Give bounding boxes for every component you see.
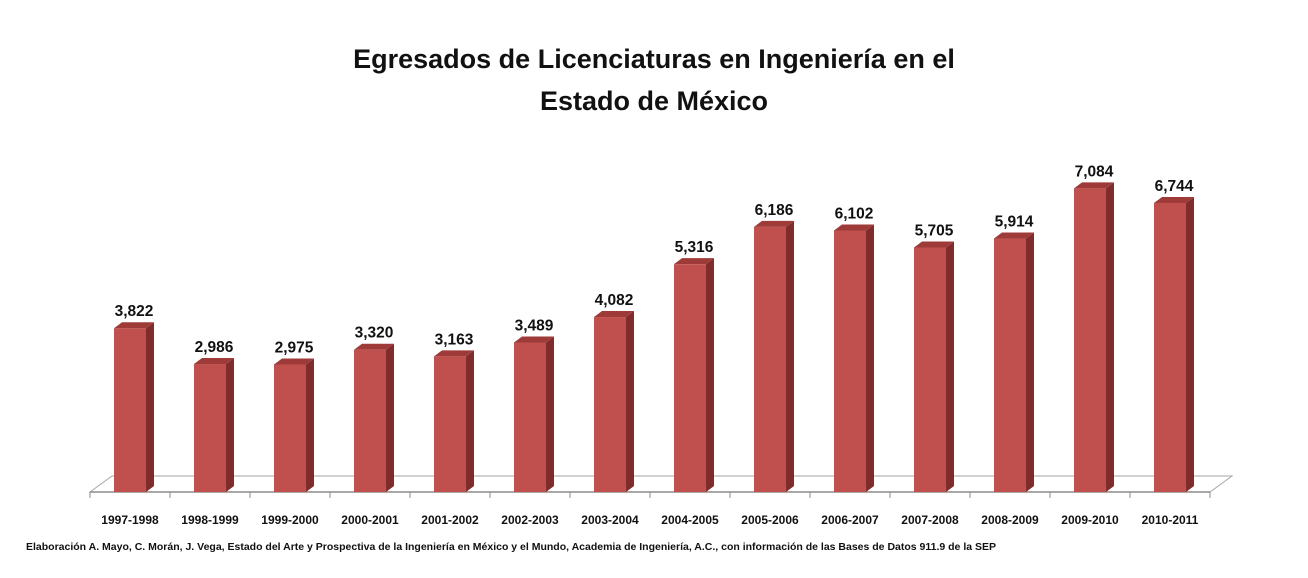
data-label-2010-2011: 6,744 (1155, 178, 1194, 195)
bar-side-2005-2006 (786, 220, 794, 492)
x-tick-label-1997-1998: 1997-1998 (101, 513, 159, 527)
bar-2003-2004 (594, 317, 626, 492)
bar-2001-2002 (434, 356, 466, 492)
bar-top-2000-2001 (354, 343, 394, 350)
x-tick-label-2001-2002: 2001-2002 (421, 513, 479, 527)
x-tick-label-2003-2004: 2003-2004 (581, 513, 639, 527)
x-tick-label-1999-2000: 1999-2000 (261, 513, 319, 527)
bar-2004-2005 (674, 264, 706, 492)
bar-top-2005-2006 (754, 220, 794, 227)
data-label-2008-2009: 5,914 (995, 214, 1034, 231)
source-note: Elaboración A. Mayo, C. Morán, J. Vega, … (26, 541, 996, 553)
x-tick-label-2005-2006: 2005-2006 (741, 513, 799, 527)
bar-1998-1999 (194, 364, 226, 492)
chart-title-line-1: Egresados de Licenciaturas en Ingeniería… (353, 44, 955, 74)
x-tick-label-2006-2007: 2006-2007 (821, 513, 879, 527)
x-tick-label-2000-2001: 2000-2001 (341, 513, 399, 527)
bar-side-2000-2001 (386, 343, 394, 492)
data-label-2000-2001: 3,320 (355, 325, 394, 342)
bar-top-2008-2009 (994, 232, 1034, 239)
bar-top-2001-2002 (434, 350, 474, 357)
bar-top-2006-2007 (834, 224, 874, 231)
bar-top-2010-2011 (1154, 196, 1194, 203)
bar-side-2006-2007 (866, 224, 874, 493)
data-label-1998-1999: 2,986 (195, 339, 234, 356)
bar-top-2007-2008 (914, 241, 954, 248)
bar-side-2001-2002 (466, 350, 474, 492)
chart-title-line-2: Estado de México (539, 86, 769, 116)
data-label-2005-2006: 6,186 (755, 202, 794, 219)
bar-top-1999-2000 (274, 358, 314, 365)
bar-top-2003-2004 (594, 311, 634, 318)
bar-2009-2010 (1074, 188, 1106, 492)
x-tick-label-2004-2005: 2004-2005 (661, 513, 719, 527)
data-label-2003-2004: 4,082 (595, 292, 634, 309)
data-label-1999-2000: 2,975 (275, 339, 314, 356)
bar-side-2004-2005 (706, 258, 714, 492)
x-tick-label-1998-1999: 1998-1999 (181, 513, 239, 527)
data-label-1997-1998: 3,822 (115, 303, 154, 320)
bar-side-2003-2004 (626, 311, 634, 492)
data-label-2007-2008: 5,705 (915, 222, 954, 239)
data-label-2001-2002: 3,163 (435, 331, 474, 348)
chart-floor (88, 475, 1234, 493)
bar-side-2009-2010 (1106, 182, 1114, 492)
bar-1999-2000 (274, 364, 306, 492)
bar-2000-2001 (354, 349, 386, 492)
bar-2005-2006 (754, 226, 786, 492)
bar-2007-2008 (914, 247, 946, 492)
bar-side-2002-2003 (546, 336, 554, 492)
bar-top-2009-2010 (1074, 182, 1114, 189)
data-label-2009-2010: 7,084 (1075, 163, 1114, 180)
x-tick-label-2008-2009: 2008-2009 (981, 513, 1039, 527)
bar-2008-2009 (994, 238, 1026, 492)
bar-2010-2011 (1154, 202, 1186, 493)
bar-1997-1998 (114, 328, 146, 492)
data-label-2002-2003: 3,489 (515, 317, 554, 334)
bar-side-2007-2008 (946, 241, 954, 492)
bar-side-1997-1998 (146, 322, 154, 492)
bar-2002-2003 (514, 342, 546, 492)
bar-top-2004-2005 (674, 258, 714, 265)
bar-2006-2007 (834, 230, 866, 493)
x-tick-label-2002-2003: 2002-2003 (501, 513, 559, 527)
x-tick-label-2010-2011: 2010-2011 (1142, 513, 1199, 527)
data-label-2004-2005: 5,316 (675, 239, 714, 256)
bar-side-2010-2011 (1186, 196, 1194, 493)
bar-side-1999-2000 (306, 358, 314, 492)
data-label-2006-2007: 6,102 (835, 205, 874, 222)
bar-top-2002-2003 (514, 336, 554, 343)
x-tick-label-2009-2010: 2009-2010 (1061, 513, 1119, 527)
bar-top-1998-1999 (194, 358, 234, 365)
bar-side-2008-2009 (1026, 232, 1034, 493)
bar-side-1998-1999 (226, 358, 234, 492)
chart-title: Egresados de Licenciaturas en Ingeniería… (0, 38, 1308, 122)
x-tick-label-2007-2008: 2007-2008 (901, 513, 959, 527)
bar-top-1997-1998 (114, 322, 154, 329)
